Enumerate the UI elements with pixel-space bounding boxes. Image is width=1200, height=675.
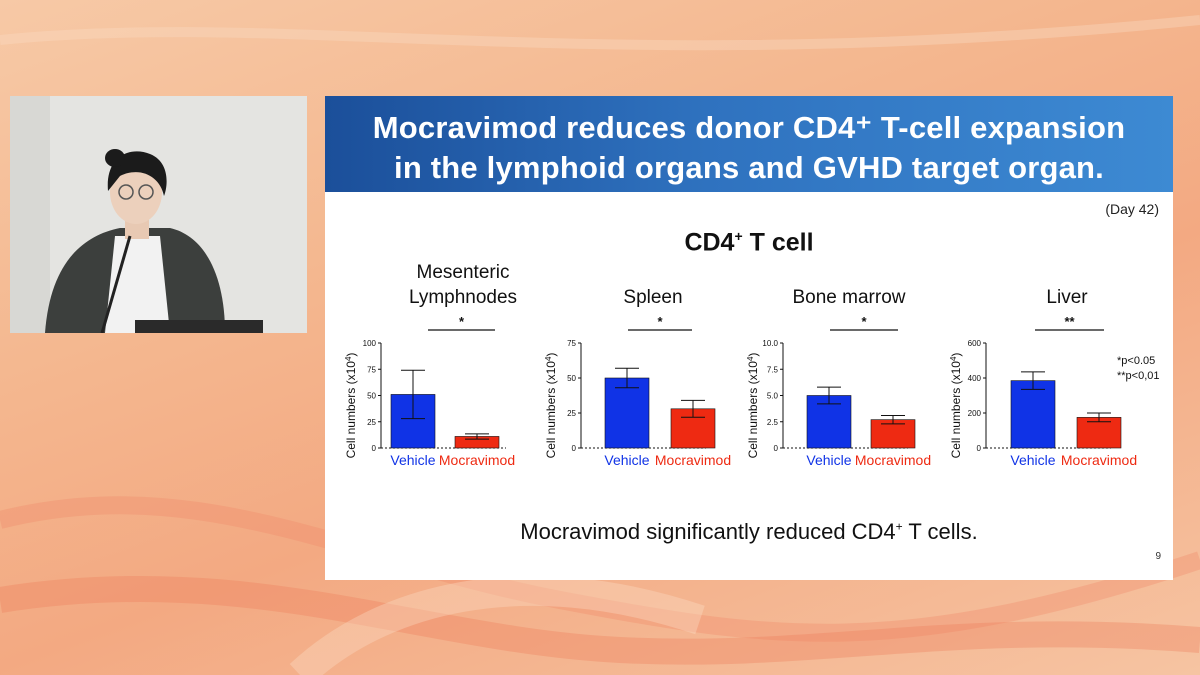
pvalue-legend: *p<0.05 **p<0,01: [1117, 354, 1160, 384]
chart-heading-main: CD4: [684, 228, 735, 257]
y-tick-label: 50: [567, 374, 576, 383]
category-label: Mocravimod: [1061, 452, 1137, 468]
category-label: Vehicle: [390, 452, 435, 468]
panel-title: Liver: [1046, 287, 1088, 308]
page-number: 9: [1155, 551, 1161, 562]
conclusion-sup: +: [895, 519, 903, 534]
slide-conclusion: Mocravimod significantly reduced CD4+ T …: [325, 519, 1173, 545]
panel-title: Bone marrow: [793, 287, 906, 308]
bar-mocravimod: [1076, 417, 1122, 449]
significance-marker: *: [861, 314, 867, 329]
y-axis-label: Cell numbers (x104): [544, 353, 559, 459]
speaker-video: [10, 96, 307, 333]
significance-marker: *: [657, 314, 663, 329]
conclusion-rest: T cells.: [902, 519, 978, 544]
panel-title: Spleen: [623, 287, 682, 308]
y-axis-label: Cell numbers (x104): [746, 353, 761, 459]
category-label: Vehicle: [604, 452, 649, 468]
y-tick-label: 200: [968, 409, 982, 418]
y-tick-label: 10.0: [762, 339, 778, 348]
y-tick-label: 25: [567, 409, 576, 418]
presentation-slide: Mocravimod reduces donor CD4⁺ T-cell exp…: [325, 96, 1173, 580]
chart-heading-sup: +: [734, 228, 743, 244]
panel-title: Lymphnodes: [409, 287, 517, 308]
pvalue-note-2: **p<0,01: [1117, 370, 1160, 382]
conclusion-text: Mocravimod significantly reduced CD4: [520, 519, 896, 544]
pvalue-note-1: *p<0.05: [1117, 355, 1156, 367]
y-tick-label: 2.5: [767, 418, 779, 427]
y-tick-label: 0: [774, 444, 779, 453]
y-axis-label: Cell numbers (x104): [344, 353, 359, 459]
y-axis-label: Cell numbers (x104): [949, 353, 964, 459]
bar-vehicle: [1010, 380, 1056, 449]
category-label: Mocravimod: [855, 452, 931, 468]
significance-marker: **: [1064, 314, 1075, 329]
panel-title: Mesenteric: [417, 262, 510, 283]
y-tick-label: 100: [363, 339, 377, 348]
slide-title-line2: in the lymphoid organs and GVHD target o…: [394, 150, 1104, 185]
y-tick-label: 7.5: [767, 365, 779, 374]
category-label: Mocravimod: [655, 452, 731, 468]
chart-heading: CD4+ T cell: [325, 228, 1173, 257]
y-tick-label: 400: [968, 374, 982, 383]
y-tick-label: 0: [372, 444, 377, 453]
category-label: Mocravimod: [439, 452, 515, 468]
slide-title-banner: Mocravimod reduces donor CD4⁺ T-cell exp…: [325, 96, 1173, 192]
category-label: Vehicle: [1010, 452, 1055, 468]
y-tick-label: 5.0: [767, 392, 779, 401]
y-tick-label: 75: [367, 365, 376, 374]
y-tick-label: 25: [367, 418, 376, 427]
bar-charts: Mesenteric Lymphnodes 0 25 50 75 100 Cell numbe…: [344, 262, 1138, 468]
y-tick-label: 0: [572, 444, 577, 453]
y-tick-label: 0: [977, 444, 982, 453]
y-tick-label: 75: [567, 339, 576, 348]
bar-vehicle: [604, 377, 650, 449]
significance-marker: *: [459, 314, 465, 329]
y-tick-label: 50: [367, 392, 376, 401]
chart-heading-rest: T cell: [742, 228, 814, 257]
day-label: (Day 42): [1105, 201, 1159, 217]
slide-title-line1: Mocravimod reduces donor CD4⁺ T-cell exp…: [372, 110, 1126, 145]
category-label: Vehicle: [806, 452, 851, 468]
bar-mocravimod: [870, 419, 916, 449]
speaker-figure: [10, 96, 307, 333]
y-tick-label: 600: [968, 339, 982, 348]
